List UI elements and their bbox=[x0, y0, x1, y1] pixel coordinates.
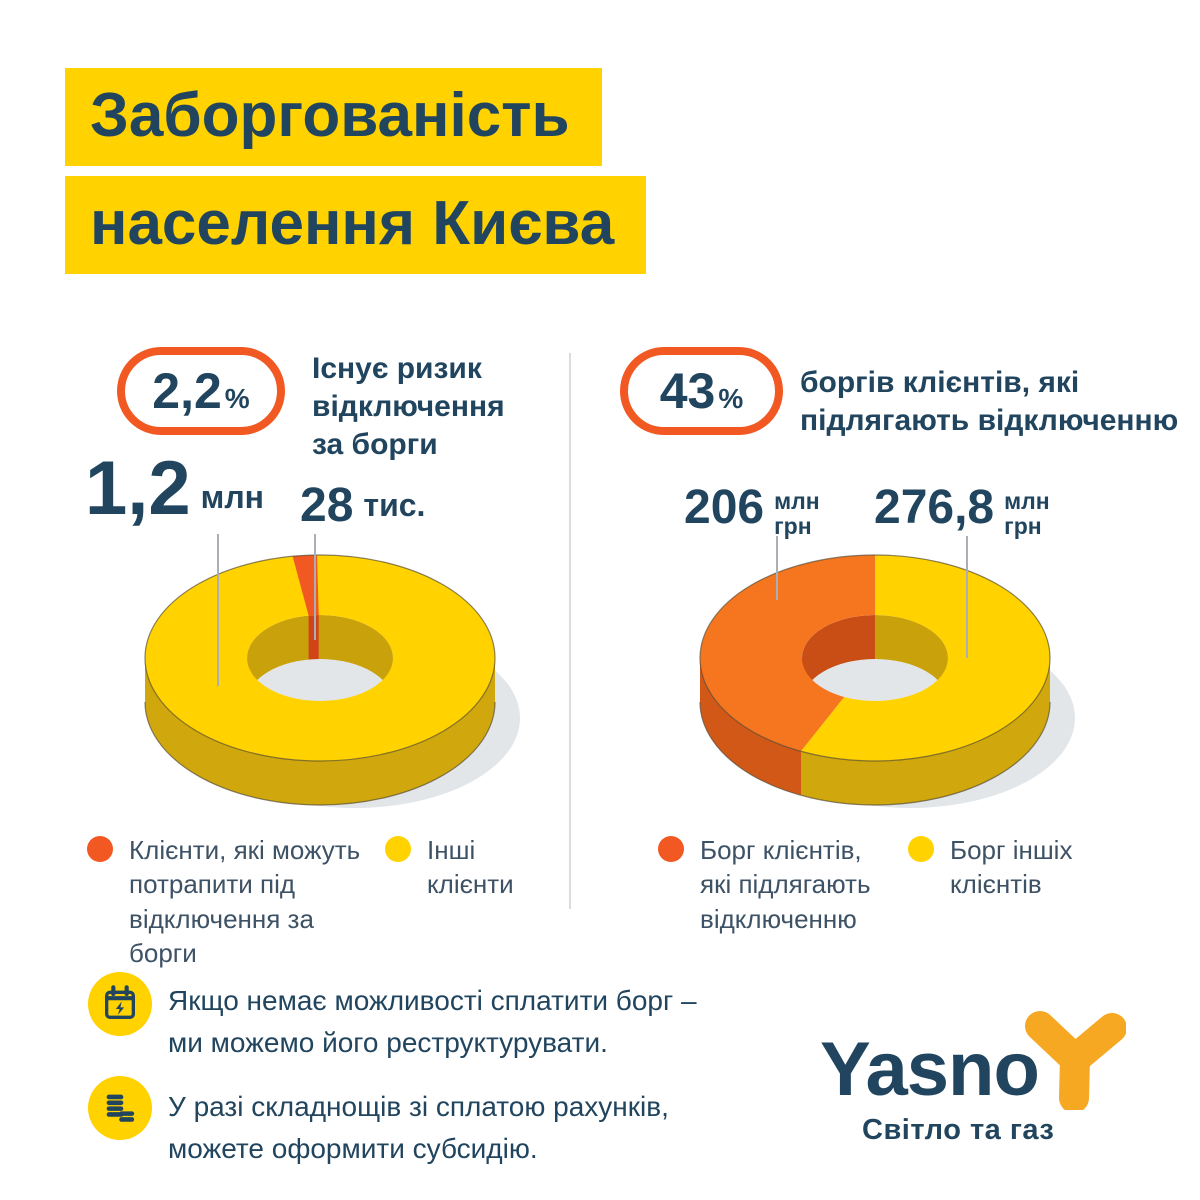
coins-icon bbox=[106, 1094, 135, 1122]
right-stat-others-value: 276,8 bbox=[874, 481, 995, 534]
yasno-logo-y-icon bbox=[1025, 1011, 1126, 1110]
left-percent-badge: 2,2 % bbox=[117, 347, 285, 435]
left-badge-label: Існує ризик відключення за борги bbox=[312, 352, 505, 462]
left-legend-others-label: Інші клієнти bbox=[427, 835, 514, 900]
right-stat-others: 276,8 млн грн bbox=[874, 481, 1050, 539]
left-stat-risk-unit: тис. bbox=[363, 487, 426, 524]
right-legend-item-others: Борг іншіх клієнтів bbox=[908, 833, 1128, 902]
left-legend-risk-label: Клієнти, які можуть потрапити під відклю… bbox=[129, 835, 361, 968]
right-legend-disconnect-label: Борг клієнтів, які підлягають відключенн… bbox=[700, 835, 871, 934]
calendar-lightning-icon bbox=[105, 985, 135, 1019]
orange-legend-dot-icon bbox=[658, 836, 684, 862]
page-title-line-1: Заборгованість bbox=[65, 68, 602, 166]
right-stat-disconnect-value: 206 bbox=[684, 481, 765, 534]
note-restructure-icon-circle bbox=[88, 972, 152, 1036]
left-badge-value: 2,2 bbox=[152, 363, 222, 419]
left-legend-item-others: Інші клієнти bbox=[385, 833, 555, 902]
left-stat-others: 1,2 млн bbox=[85, 446, 264, 531]
left-stat-risk-value: 28 bbox=[300, 479, 354, 532]
right-percent-badge: 43 % bbox=[620, 347, 783, 435]
note-restructure-text: Якщо немає можливості сплатити борг – ми… bbox=[168, 985, 697, 1058]
right-legend-others-label: Борг іншіх клієнтів bbox=[950, 835, 1073, 900]
left-badge-unit: % bbox=[224, 383, 250, 414]
note-subsidy-text: У разі складнощів зі сплатою рахунків, м… bbox=[168, 1091, 669, 1164]
right-badge-value: 43 bbox=[659, 363, 716, 419]
orange-legend-dot-icon bbox=[87, 836, 113, 862]
right-stat-disconnect-unit: млн грн bbox=[774, 488, 820, 539]
page-title-line-2: населення Києва bbox=[65, 176, 647, 274]
left-stat-others-value: 1,2 bbox=[85, 446, 191, 531]
left-donut-chart bbox=[144, 534, 520, 808]
left-legend-item-risk: Клієнти, які можуть потрапити під відклю… bbox=[87, 833, 387, 970]
yasno-logo-tagline: Світло та газ bbox=[862, 1114, 1055, 1146]
right-stat-disconnect: 206 млн грн bbox=[684, 481, 820, 539]
section-divider bbox=[569, 353, 571, 909]
right-badge-label: боргів клієнтів, які підлягають відключе… bbox=[800, 366, 1179, 438]
left-stat-risk: 28 тис. bbox=[300, 479, 426, 532]
note-subsidy-icon-circle bbox=[88, 1076, 152, 1140]
right-legend-item-disconnect: Борг клієнтів, які підлягають відключенн… bbox=[658, 833, 908, 936]
left-stat-others-unit: млн bbox=[200, 479, 264, 516]
yellow-legend-dot-icon bbox=[385, 836, 411, 862]
yellow-legend-dot-icon bbox=[908, 836, 934, 862]
yasno-logo-wordmark: Yasno bbox=[820, 1027, 1040, 1112]
right-stat-others-unit: млн грн bbox=[1004, 488, 1050, 539]
right-badge-unit: % bbox=[718, 383, 744, 414]
right-donut-chart bbox=[699, 536, 1075, 808]
